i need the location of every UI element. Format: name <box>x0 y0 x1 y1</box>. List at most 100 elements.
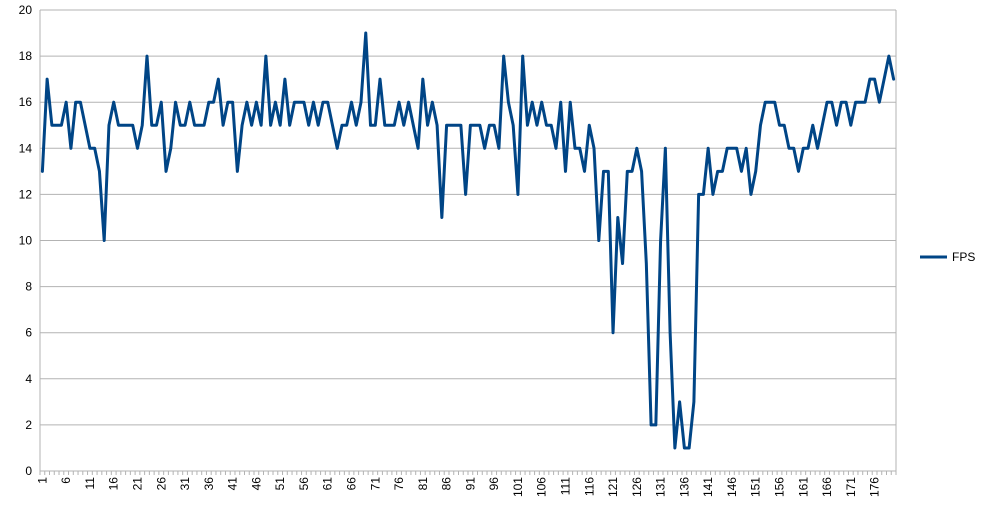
data-point-fps <box>454 124 458 127</box>
x-tick-label: 1 <box>35 477 49 484</box>
data-point-fps <box>183 124 187 127</box>
y-tick-label: 0 <box>25 464 32 478</box>
x-tick-label: 16 <box>107 477 121 491</box>
data-point-fps <box>840 101 843 104</box>
data-point-fps <box>863 101 867 104</box>
data-point-fps <box>892 77 895 81</box>
data-point-fps <box>706 147 710 150</box>
data-point-fps <box>735 147 738 150</box>
data-point-fps <box>730 147 734 150</box>
x-tick-label: 41 <box>226 477 240 491</box>
data-point-fps <box>478 124 482 127</box>
data-point-fps <box>535 124 539 127</box>
x-tick-label: 56 <box>297 477 311 491</box>
y-tick-label: 12 <box>19 187 33 201</box>
data-point-fps <box>783 124 786 127</box>
data-point-fps <box>112 101 115 104</box>
x-tick-label: 116 <box>582 477 596 496</box>
data-point-fps <box>255 101 258 104</box>
data-point-fps <box>79 101 82 104</box>
data-point-fps <box>473 124 477 127</box>
x-tick-label: 31 <box>178 477 192 491</box>
data-point-fps <box>450 124 453 127</box>
data-point-fps <box>645 262 648 265</box>
data-point-fps <box>516 193 520 196</box>
data-point-fps <box>302 101 306 104</box>
data-point-fps <box>226 101 230 104</box>
data-point-fps <box>687 446 691 450</box>
data-point-fps <box>174 101 177 104</box>
data-point-fps <box>540 101 543 104</box>
data-point-fps <box>550 124 553 127</box>
x-tick-label: 91 <box>463 477 477 491</box>
data-point-fps <box>802 147 805 150</box>
data-point-fps <box>683 446 686 450</box>
data-point-fps <box>792 147 795 150</box>
data-point-fps <box>141 124 144 127</box>
x-tick-label: 21 <box>130 477 144 491</box>
data-point-fps <box>107 124 111 127</box>
x-tick-label: 126 <box>630 477 644 497</box>
data-point-fps <box>882 77 886 81</box>
data-point-fps <box>117 124 120 127</box>
data-point-fps <box>278 124 282 127</box>
data-point-fps <box>150 124 153 127</box>
data-point-fps <box>564 170 567 173</box>
data-point-fps <box>221 124 225 127</box>
data-point-fps <box>464 193 467 196</box>
data-point-fps <box>635 147 639 150</box>
data-point-fps <box>331 124 334 127</box>
y-tick-label: 4 <box>25 372 32 386</box>
data-point-fps <box>678 400 681 404</box>
data-point-fps <box>193 124 196 127</box>
data-point-fps <box>103 239 106 242</box>
data-point-fps <box>721 170 724 173</box>
data-point-fps <box>640 170 643 173</box>
data-point-fps <box>274 101 277 104</box>
data-point-fps <box>697 193 700 196</box>
data-point-fps <box>797 170 800 173</box>
data-point-fps <box>773 101 776 104</box>
data-point-fps <box>764 101 767 104</box>
data-point-fps <box>426 124 429 127</box>
data-point-fps <box>312 101 315 104</box>
data-point-fps <box>50 124 54 127</box>
data-point-fps <box>83 124 87 127</box>
data-point-fps <box>868 77 872 81</box>
data-point-fps <box>188 101 191 104</box>
data-point-fps <box>355 124 358 127</box>
data-point-fps <box>293 101 296 104</box>
data-point-fps <box>578 147 581 150</box>
data-point-fps <box>198 124 201 127</box>
data-point-fps <box>245 101 249 104</box>
x-tick-label: 146 <box>725 477 739 497</box>
x-tick-label: 11 <box>83 477 97 490</box>
x-tick-label: 86 <box>440 477 454 491</box>
data-point-fps <box>521 54 524 58</box>
x-tick-label: 161 <box>796 477 810 497</box>
data-point-fps <box>259 124 263 127</box>
data-point-fps <box>421 77 425 81</box>
gridlines <box>39 9 897 472</box>
data-point-fps <box>393 124 396 127</box>
data-point-fps <box>93 147 96 150</box>
data-point-fps <box>725 147 729 150</box>
data-point-fps <box>702 193 705 196</box>
data-point-fps <box>740 170 743 173</box>
data-point-fps <box>321 101 325 104</box>
data-point-fps <box>821 124 824 127</box>
x-tick-label: 171 <box>844 477 858 497</box>
data-point-fps <box>692 400 696 404</box>
data-point-fps <box>502 54 505 58</box>
data-point-fps <box>626 170 629 173</box>
data-point-fps <box>664 147 667 150</box>
data-point-fps <box>340 124 344 127</box>
legend-label-fps: FPS <box>952 250 975 264</box>
y-tick-label: 18 <box>19 49 33 63</box>
y-tick-label: 8 <box>25 280 32 294</box>
data-point-fps <box>374 124 377 127</box>
data-point-fps <box>588 124 591 127</box>
data-point-fps <box>768 101 772 104</box>
data-point-fps <box>288 124 291 127</box>
